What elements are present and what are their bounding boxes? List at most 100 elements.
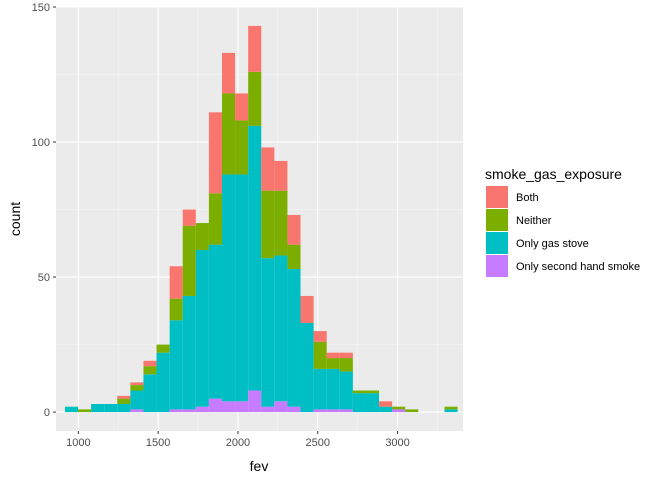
bar-segment-second (326, 409, 340, 413)
bar-segment-second (221, 401, 236, 413)
bar-segment-both (235, 93, 249, 121)
histogram-bars (64, 25, 458, 413)
bar-segment-neither (326, 358, 340, 369)
bar-segment-both (300, 295, 314, 323)
bar-segment-neither (339, 358, 353, 372)
bar-segment-second (287, 406, 301, 413)
bar-segment-gas (235, 174, 249, 402)
bar-segment-both (117, 395, 131, 399)
bar-segment-neither (392, 406, 406, 410)
bar-segment-both (274, 160, 288, 191)
y-tick-label: 0 (44, 407, 50, 419)
bar-segment-neither (365, 390, 380, 394)
bar-segment-gas (261, 258, 275, 407)
legend-key-neither (486, 209, 508, 231)
legend: smoke_gas_exposure Both Neither Only gas s… (485, 166, 640, 277)
bar-segment-neither (78, 409, 92, 413)
bar-segment-second (392, 409, 406, 413)
bar-segment-neither (352, 390, 366, 394)
bar-segment-neither (221, 93, 236, 175)
x-tick-label: 2500 (306, 437, 330, 449)
bar-segment-neither (130, 385, 144, 391)
bar-segment-both (143, 360, 157, 367)
bar-segment-second (313, 409, 327, 413)
bar-segment-gas (300, 322, 314, 413)
y-tick-label: 50 (38, 272, 50, 284)
bar-segment-both (287, 214, 301, 245)
bar-segment-gas (104, 403, 118, 413)
bar-segment-both (182, 209, 196, 226)
bar-segment-neither (274, 190, 288, 256)
x-tick-label: 3000 (385, 437, 409, 449)
bar-segment-both (326, 352, 340, 359)
bar-segment-gas (143, 374, 157, 413)
bar-segment-neither (169, 298, 183, 321)
bar-segment-second (208, 398, 222, 413)
bar-segment-gas (379, 406, 393, 413)
bar-segment-neither (261, 190, 275, 259)
x-tick-label: 1500 (146, 437, 170, 449)
bar-segment-both (130, 382, 144, 386)
bar-segment-gas (130, 390, 144, 410)
bar-segment-neither (444, 406, 458, 410)
bar-segment-gas (352, 393, 366, 413)
bar-segment-gas (287, 268, 301, 407)
bar-segment-both (313, 331, 327, 342)
legend-label-second: Only second hand smoke (516, 261, 640, 273)
x-tick-label: 2000 (226, 437, 250, 449)
y-tick-label: 150 (32, 2, 50, 14)
legend-items: Both Neither Only gas stove Only second han… (486, 186, 640, 277)
legend-label-neither: Neither (516, 215, 552, 227)
bar-segment-gas (195, 250, 209, 407)
legend-title: smoke_gas_exposure (485, 166, 622, 182)
bar-segment-gas (64, 406, 79, 413)
bar-segment-neither (117, 398, 131, 404)
legend-key-gas (486, 232, 508, 254)
bar-segment-both (379, 401, 393, 407)
bar-segment-gas (182, 295, 196, 410)
bar-segment-gas (117, 403, 131, 413)
bar-segment-neither (313, 341, 327, 369)
bar-segment-second (169, 409, 183, 413)
bar-segment-second (274, 401, 288, 413)
bar-segment-gas (365, 393, 380, 413)
bar-segment-both (248, 25, 262, 72)
bar-segment-gas (444, 409, 458, 413)
bar-segment-both (169, 266, 183, 299)
y-axis: 0 50 100 150 (32, 2, 56, 419)
bar-segment-neither (195, 223, 209, 251)
bar-segment-second (235, 401, 249, 413)
bar-segment-neither (182, 225, 196, 296)
bar-segment-second (339, 409, 353, 413)
legend-key-both (486, 186, 508, 208)
bar-segment-gas (156, 352, 170, 413)
x-axis-title: fev (250, 458, 269, 474)
bar-segment-gas (91, 403, 105, 413)
bar-segment-second (130, 409, 144, 413)
legend-label-gas: Only gas stove (516, 238, 589, 250)
y-tick-label: 100 (32, 137, 50, 149)
bar-segment-gas (248, 125, 262, 391)
bar-segment-gas (221, 174, 236, 402)
bar-segment-neither (248, 71, 262, 126)
bar-segment-neither (208, 193, 222, 245)
bar-segment-gas (326, 368, 340, 410)
legend-key-second (486, 255, 508, 277)
bar-segment-gas (169, 320, 183, 410)
bar-segment-both (339, 352, 353, 359)
bar-segment-second (182, 409, 196, 413)
bar-segment-second (248, 390, 262, 413)
bar-segment-gas (274, 255, 288, 402)
bar-segment-neither (287, 244, 301, 269)
bar-segment-neither (143, 366, 157, 375)
bar-segment-second (261, 406, 275, 413)
x-tick-label: 1000 (66, 437, 90, 449)
bar-segment-both (221, 52, 236, 94)
bar-segment-neither (156, 344, 170, 353)
bar-segment-gas (313, 368, 327, 410)
bar-segment-both (261, 147, 275, 191)
bar-segment-both (208, 112, 222, 194)
bar-segment-neither (235, 120, 249, 175)
legend-label-both: Both (516, 192, 539, 204)
